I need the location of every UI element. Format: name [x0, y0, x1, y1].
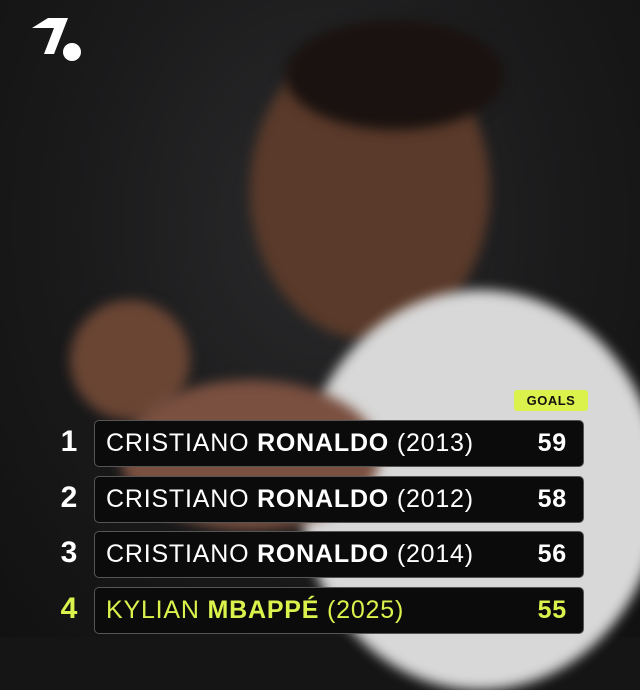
rank-number: 4 — [60, 592, 78, 625]
ranking-row: CRISTIANO RONALDO (2012) 58 — [94, 476, 584, 523]
player-first-name: CRISTIANO — [106, 429, 250, 457]
player-hair — [285, 20, 505, 130]
rank-number: 1 — [60, 425, 78, 458]
player-first-name: KYLIAN — [106, 596, 200, 624]
ranking-row: CRISTIANO RONALDO (2014) 56 — [94, 531, 584, 578]
season-year: (2012) — [396, 485, 474, 513]
season-year: (2025) — [327, 596, 405, 624]
player-last-name: RONALDO — [257, 485, 390, 513]
ranking-row: KYLIAN MBAPPÉ (2025) 55 — [94, 587, 584, 634]
player-name: CRISTIANO RONALDO (2012) — [106, 485, 538, 514]
goals-value: 56 — [537, 540, 567, 568]
player-last-name: RONALDO — [257, 540, 390, 568]
player-name: CRISTIANO RONALDO (2014) — [106, 540, 538, 569]
goals-value: 59 — [537, 429, 567, 457]
ranking-row: CRISTIANO RONALDO (2013) 59 — [94, 420, 584, 467]
season-year: (2013) — [396, 429, 474, 457]
player-last-name: RONALDO — [257, 429, 390, 457]
player-last-name: MBAPPÉ — [207, 596, 320, 624]
goals-value: 58 — [537, 485, 567, 513]
player-first-name: CRISTIANO — [106, 485, 250, 513]
player-name: KYLIAN MBAPPÉ (2025) — [106, 596, 538, 625]
player-first-name: CRISTIANO — [106, 540, 250, 568]
rank-number: 3 — [60, 536, 78, 569]
onefootball-logo-icon — [32, 18, 81, 61]
goals-value: 55 — [537, 596, 567, 624]
player-name: CRISTIANO RONALDO (2013) — [106, 429, 538, 458]
season-year: (2014) — [396, 540, 474, 568]
rank-number: 2 — [60, 481, 78, 514]
goals-column-label: GOALS — [514, 390, 588, 411]
